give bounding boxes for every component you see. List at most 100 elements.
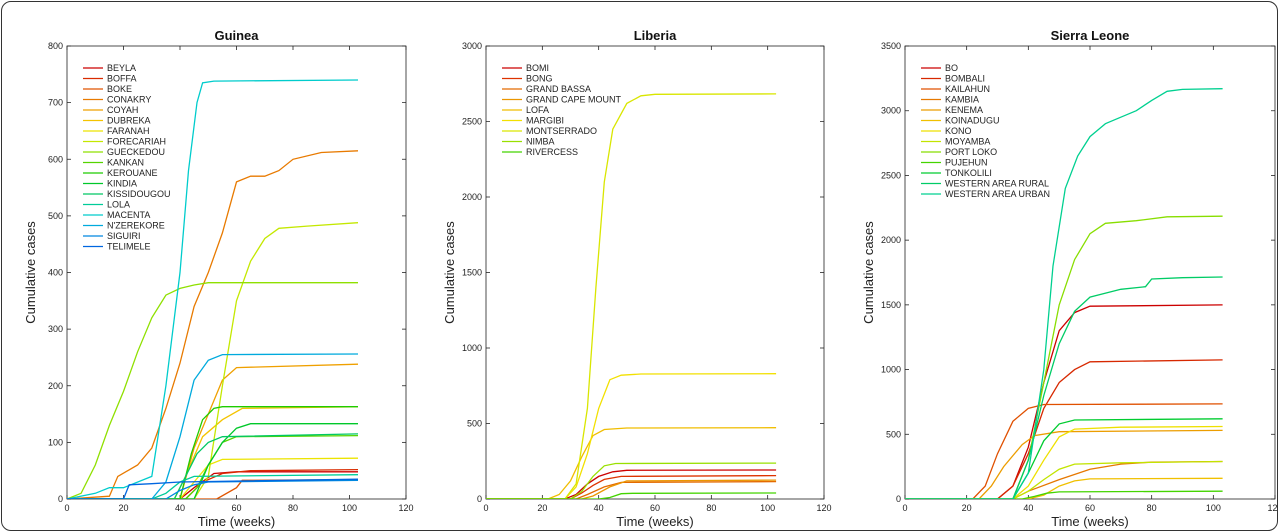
- x-axis-label: Time (weeks): [198, 514, 276, 529]
- series-line-dubreka: [67, 406, 359, 499]
- legend-entry: CONAKRY: [107, 95, 151, 105]
- legend-entry: RIVERCESS: [526, 147, 578, 157]
- y-tick-label: 1500: [462, 268, 482, 278]
- legend-entry: KOINADUGU: [945, 116, 1000, 126]
- series-line-western-area-rural: [905, 276, 1223, 499]
- series-line-boffa: [67, 468, 359, 499]
- x-tick-label: 40: [594, 503, 604, 513]
- x-tick-label: 80: [1147, 503, 1157, 513]
- chart-title: Sierra Leone: [1051, 28, 1130, 43]
- legend-entry: BEYLA: [107, 63, 136, 73]
- legend-entry: KANKAN: [107, 158, 144, 168]
- series-line-forecariah: [67, 222, 359, 499]
- series-line-rivercess: [486, 492, 777, 499]
- y-tick-label: 500: [467, 419, 482, 429]
- x-tick-label: 80: [288, 503, 298, 513]
- legend-entry: KENEMA: [945, 105, 983, 115]
- x-tick-label: 20: [962, 503, 972, 513]
- x-tick-label: 20: [118, 503, 128, 513]
- y-tick-label: 1000: [462, 343, 482, 353]
- x-tick-label: 120: [816, 503, 831, 513]
- series-line-n-zerekore: [67, 353, 359, 499]
- legend-entry: BONG: [526, 74, 553, 84]
- legend-entry: KONO: [945, 126, 972, 136]
- legend-entry: WESTERN AREA URBAN: [945, 189, 1050, 199]
- x-tick-label: 0: [483, 503, 488, 513]
- x-axis-label: Time (weeks): [616, 514, 694, 529]
- legend-entry: WESTERN AREA RURAL: [945, 179, 1049, 189]
- y-tick-label: 2500: [881, 170, 901, 180]
- y-tick-label: 300: [48, 324, 63, 334]
- x-tick-label: 120: [398, 503, 413, 513]
- legend-entry: PUJEHUN: [945, 158, 988, 168]
- legend-entry: SIGUIRI: [107, 231, 141, 241]
- legend-entry: MARGIBI: [526, 116, 564, 126]
- x-tick-label: 60: [650, 503, 660, 513]
- legend-entry: BO: [945, 63, 958, 73]
- y-tick-label: 2000: [462, 192, 482, 202]
- legend-entry: MACENTA: [107, 210, 150, 220]
- series-line-tonkolili: [905, 418, 1223, 499]
- x-tick-label: 40: [175, 503, 185, 513]
- series-line-nimba: [486, 462, 777, 499]
- x-tick-label: 100: [1206, 503, 1221, 513]
- y-tick-label: 3000: [462, 41, 482, 51]
- series-line-bong: [486, 474, 777, 499]
- y-tick-label: 400: [48, 268, 63, 278]
- y-tick-label: 100: [48, 437, 63, 447]
- legend-entry: GUECKEDOU: [107, 147, 165, 157]
- y-tick-label: 200: [48, 381, 63, 391]
- legend-entry: KAILAHUN: [945, 84, 990, 94]
- x-tick-label: 60: [1085, 503, 1095, 513]
- panel-liberia: Liberia 0 20 40 60 80 100 120 0 500 1000 1500 2000 25…: [442, 28, 832, 529]
- panel-guinea: Guinea 0 20 40 60 80 100 120 0 100 200 300 400 500 600…: [23, 28, 414, 529]
- y-axis-label: Cumulative cases: [442, 221, 457, 324]
- series-line-faranah: [67, 457, 359, 499]
- y-axis-label: Cumulative cases: [23, 221, 38, 324]
- x-tick-label: 100: [760, 503, 775, 513]
- y-tick-label: 600: [48, 154, 63, 164]
- legend-entry: KINDIA: [107, 179, 137, 189]
- y-tick-label: 500: [48, 211, 63, 221]
- series-line-kissidougou: [67, 433, 359, 499]
- panel-sierra-leone: Sierra Leone 0 20 40 60 80 100 120 0 500 1000 1500 2…: [861, 28, 1277, 529]
- series-line-lola: [67, 474, 359, 499]
- legend-entry: KAMBIA: [945, 95, 979, 105]
- y-tick-label: 0: [896, 494, 901, 504]
- x-tick-label: 60: [231, 503, 241, 513]
- x-axis-label: Time (weeks): [1051, 514, 1129, 529]
- y-tick-label: 800: [48, 41, 63, 51]
- series-line-beyla: [67, 471, 358, 499]
- legend-entry: DUBREKA: [107, 116, 151, 126]
- legend-entry: MOYAMBA: [945, 137, 990, 147]
- y-tick-label: 0: [477, 494, 482, 504]
- series-line-kono: [905, 425, 1223, 499]
- chart-title: Liberia: [634, 28, 677, 43]
- series-line-gueckedou: [67, 282, 358, 499]
- y-tick-label: 2500: [462, 117, 482, 127]
- series-line-bomi: [486, 469, 777, 499]
- legend-entry: MONTSERRADO: [526, 126, 597, 136]
- y-tick-label: 3000: [881, 106, 901, 116]
- legend-entry: KISSIDOUGOU: [107, 189, 171, 199]
- x-tick-label: 0: [902, 503, 907, 513]
- legend-entry: FARANAH: [107, 126, 150, 136]
- x-tick-label: 0: [64, 503, 69, 513]
- legend-entry: BOFFA: [107, 74, 137, 84]
- x-tick-label: 120: [1267, 503, 1277, 513]
- series-line-western-area-urban: [905, 88, 1223, 499]
- x-tick-label: 100: [342, 503, 357, 513]
- legend-entry: BOMI: [526, 63, 549, 73]
- series-line-grand-cape-mount: [486, 479, 777, 499]
- series-line-port-loko: [905, 215, 1223, 499]
- series-line-kindia: [67, 423, 358, 499]
- series-line-moyamba: [905, 460, 1223, 499]
- series-line-kankan: [67, 434, 359, 499]
- series-line-conakry: [67, 150, 359, 499]
- series-line-kenema: [905, 429, 1223, 499]
- legend-entry: LOFA: [526, 105, 549, 115]
- series-line-macenta: [67, 79, 359, 499]
- legend-entry: BOMBALI: [945, 74, 985, 84]
